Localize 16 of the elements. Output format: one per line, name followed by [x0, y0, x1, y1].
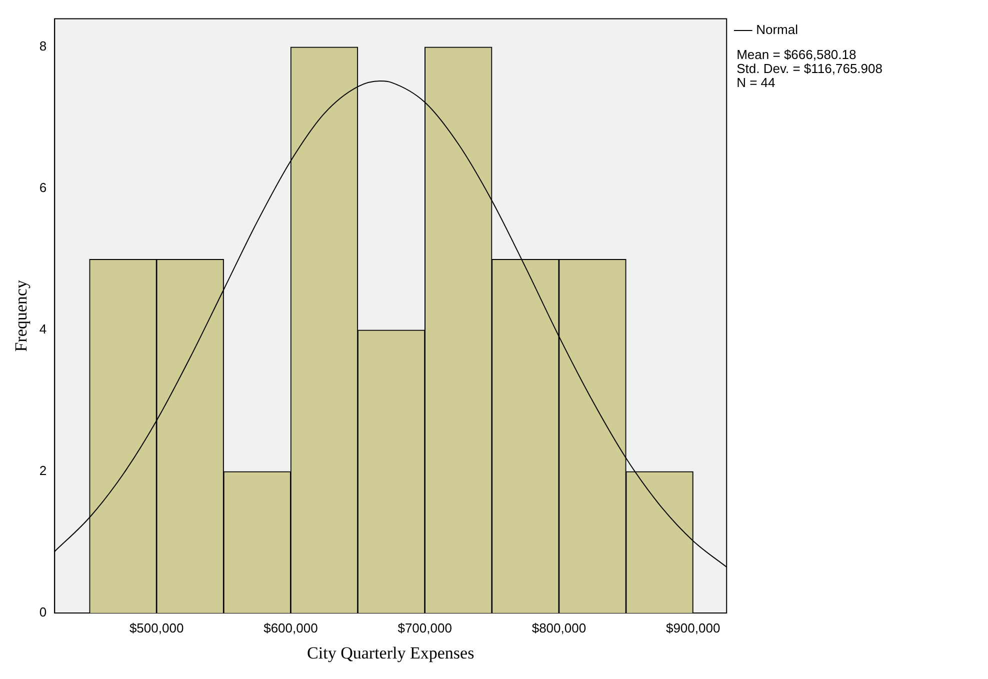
y-tick-label: 8: [39, 38, 47, 54]
y-tick-label: 0: [39, 604, 47, 620]
text: Std. Dev. = $116,765.908: [736, 60, 882, 76]
y-tick-label: 6: [39, 180, 47, 196]
x-tick-label: $500,000: [129, 620, 184, 636]
y-tick-label: 2: [39, 463, 47, 478]
x-tick-label: $600,000: [264, 620, 318, 636]
x-tick-label: $900,000: [666, 620, 720, 636]
x-tick-label: $800,000: [532, 620, 586, 636]
x-axis-title: City Quarterly Expenses: [307, 643, 474, 662]
text: N = 44: [736, 74, 776, 90]
x-tick-label: $700,000: [398, 620, 452, 636]
text: Mean = $666,580.18: [736, 46, 856, 62]
y-axis-title: Frequency: [12, 280, 31, 352]
y-tick-label: 4: [39, 322, 47, 337]
legend-label: Normal: [756, 22, 798, 38]
